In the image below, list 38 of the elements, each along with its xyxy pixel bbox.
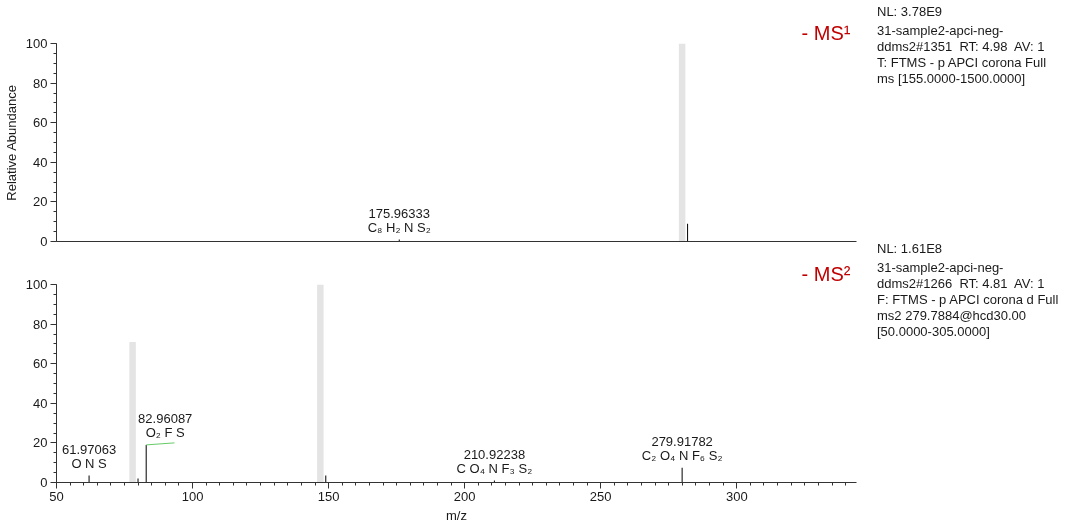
annotation: 175.96333 C₈ H₂ N S₂ xyxy=(367,205,431,235)
text: NL: 3.78E9 xyxy=(877,4,944,20)
y-tick-label: 60 xyxy=(33,356,48,372)
y-tick-label: 40 xyxy=(33,154,48,170)
text: ddms2#1266 RT: 4.81 AV: 1 xyxy=(877,276,1046,292)
y-tick-label: 40 xyxy=(33,395,48,411)
text: ddms2#1351 RT: 4.98 AV: 1 xyxy=(877,39,1046,55)
x-tick-label: 200 xyxy=(453,488,476,504)
x-axis-title: m/z xyxy=(446,507,467,523)
annotation: 210.92238 C O₄ N F₃ S₂ xyxy=(456,446,533,476)
text: ms2 279.7884@hcd30.00 xyxy=(877,308,1028,324)
x-tick-label: 150 xyxy=(317,488,340,504)
y-tick-label: 80 xyxy=(33,316,48,332)
x-tick-label: 50 xyxy=(49,488,64,504)
y-tick-label: 20 xyxy=(33,435,48,451)
text: [50.0000-305.0000] xyxy=(877,324,991,340)
y-tick-label: 100 xyxy=(25,277,48,292)
y-tick-label: 60 xyxy=(33,115,48,131)
x-tick-label: 250 xyxy=(589,488,612,504)
y-tick-label: 100 xyxy=(25,36,48,51)
y-tick-label: 0 xyxy=(40,475,48,490)
annotation: 61.97063 O N S xyxy=(61,441,117,471)
text: NL: 1.61E8 xyxy=(877,241,944,257)
x-tick-label: 300 xyxy=(725,488,748,504)
text: T: FTMS - p APCI corona Full xyxy=(877,55,1047,71)
chart-title: - MS² xyxy=(801,262,851,285)
y-tick-label: 0 xyxy=(40,234,48,249)
text: F: FTMS - p APCI corona d Full xyxy=(877,292,1059,308)
annotation: 82.96087 O₂ F S xyxy=(138,410,193,440)
y-tick-label: 20 xyxy=(33,194,48,210)
x-tick-label: 100 xyxy=(181,488,204,504)
y-tick-label: 80 xyxy=(33,75,48,91)
text: ms [155.0000-1500.0000] xyxy=(877,71,1027,87)
text: 31-sample2-apci-neg- xyxy=(877,23,1005,39)
text: 31-sample2-apci-neg- xyxy=(877,260,1005,276)
y-axis-title: Relative Abundance xyxy=(3,85,19,201)
annotation: 279.91782 C₂ O₄ N F₆ S₂ xyxy=(641,433,723,463)
chart-title: - MS¹ xyxy=(801,21,851,44)
